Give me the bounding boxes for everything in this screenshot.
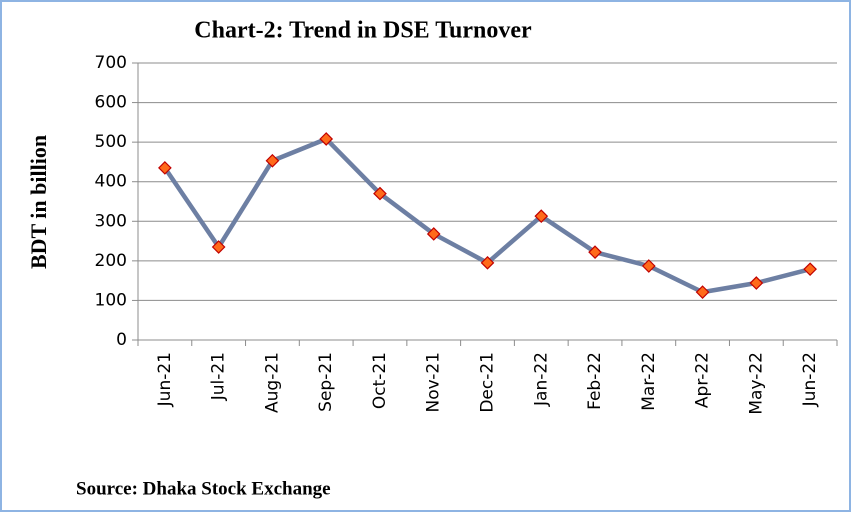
x-tick-label: Jul-21: [209, 352, 229, 401]
x-tick-label: Nov-21: [424, 352, 444, 413]
source-note: Source: Dhaka Stock Exchange: [76, 478, 331, 499]
y-tick-label: 200: [95, 251, 127, 271]
x-tick-label: May-22: [746, 352, 766, 415]
y-tick-label: 500: [95, 132, 127, 152]
marker: [534, 209, 549, 223]
x-tick-label: Feb-22: [585, 352, 605, 410]
marker: [265, 153, 280, 168]
x-tick-label: Aug-21: [262, 352, 282, 413]
marker: [588, 245, 602, 259]
y-axis-label: BDT in billion: [26, 135, 51, 269]
y-tick-label: 400: [95, 172, 127, 192]
chart-title: Chart-2: Trend in DSE Turnover: [194, 18, 532, 44]
marker: [803, 262, 817, 277]
x-tick-label: Dec-21: [478, 352, 498, 413]
x-tick-label: Oct-21: [370, 352, 390, 409]
x-tick-label: Jun-22: [800, 352, 820, 407]
y-tick-label: 300: [95, 211, 127, 231]
x-tick-label: Mar-22: [639, 352, 659, 411]
marker: [480, 255, 495, 270]
marker: [158, 161, 172, 175]
marker: [641, 259, 656, 273]
plot-area: 0 100 200 300 400 500 600 700 Jun-21 Jul-21 Aug-21…: [95, 53, 838, 415]
marker: [426, 227, 441, 241]
marker: [695, 285, 710, 299]
y-tick-label: 100: [95, 290, 127, 310]
x-tick-label: Sep-21: [316, 352, 336, 412]
marker: [373, 186, 387, 201]
x-tick-label: Apr-22: [693, 352, 713, 408]
marker: [211, 240, 226, 254]
y-tick-label: 600: [95, 93, 127, 113]
y-tick-label: 0: [116, 330, 127, 350]
x-tick-label: Jun-21: [155, 352, 175, 407]
marker: [749, 276, 764, 290]
y-tick-label: 700: [95, 53, 127, 73]
x-tick-label: Jan-22: [531, 352, 551, 407]
marker: [319, 132, 334, 146]
